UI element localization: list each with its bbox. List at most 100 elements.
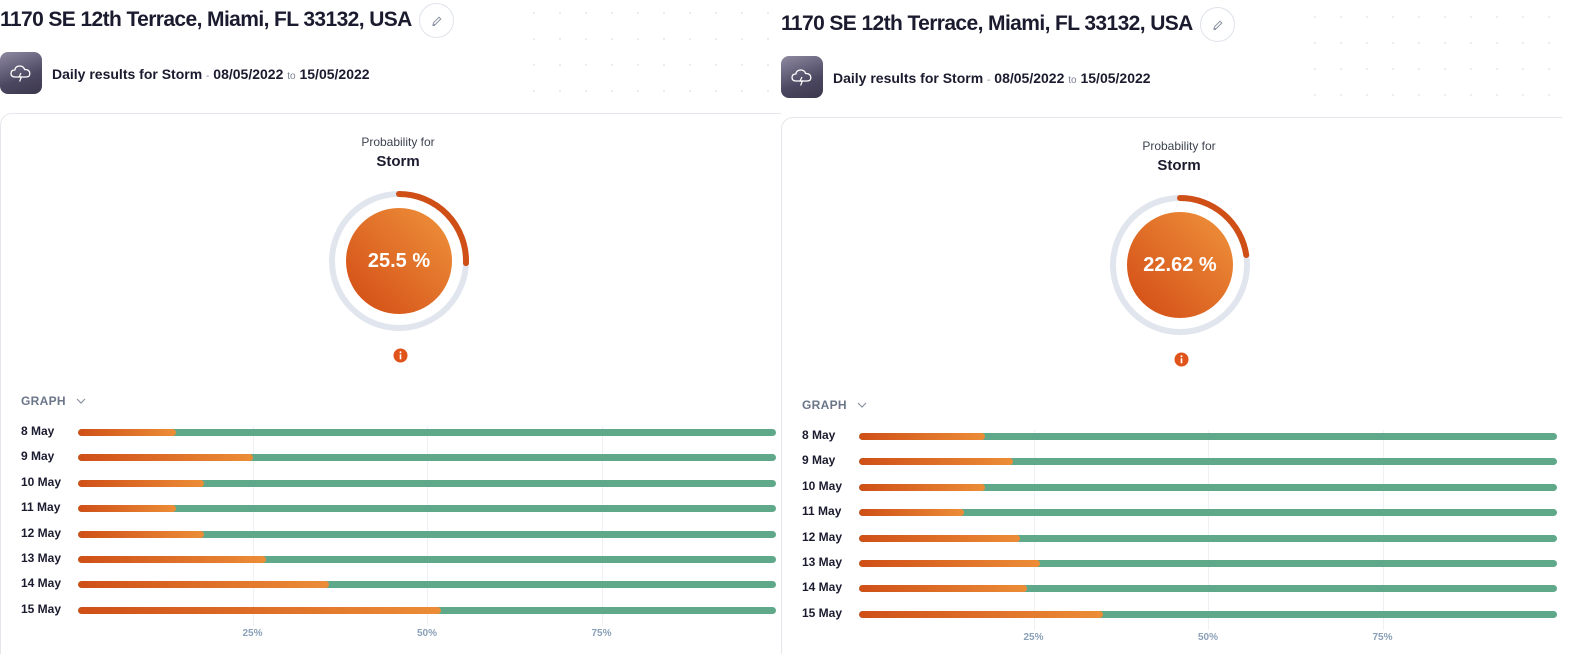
gauge-core	[346, 208, 452, 314]
results-subtitle: Daily results for Storm - 08/05/2022 to …	[52, 66, 370, 82]
bar-track	[78, 505, 776, 513]
bar-probability-fill	[78, 429, 176, 436]
probability-label: Probability for	[361, 135, 435, 149]
day-label: 11 May	[802, 504, 842, 519]
subtitle-prefix: Daily results for Storm	[52, 66, 203, 82]
day-label: 9 May	[802, 453, 836, 468]
pencil-icon	[431, 15, 442, 26]
subtitle-to-word: to	[1068, 75, 1077, 86]
gauge-core	[1127, 212, 1233, 318]
background-dot-pattern	[521, 0, 781, 110]
bar-track	[859, 433, 1557, 440]
bar-probability-fill	[78, 530, 204, 538]
results-subtitle: Daily results for Storm - 08/05/2022 to …	[833, 70, 1151, 86]
daily-bar-chart: 25% 50% 75% 8 May 9 May 10 May 11 May 12 May 13 …	[781, 428, 1562, 654]
day-label: 8 May	[802, 428, 836, 442]
gridline	[1208, 430, 1209, 630]
day-label: 13 May	[802, 555, 843, 569]
date-to: 15/05/2022	[1080, 70, 1151, 86]
bar-track	[859, 560, 1557, 567]
daily-bar-chart: 25% 50% 75% 8 May 9 May 10 May 11 May 12 May 13 …	[0, 424, 781, 654]
date-from: 08/05/2022	[994, 70, 1065, 86]
bar-probability-fill	[859, 433, 985, 440]
gridline	[601, 426, 603, 626]
gridline	[1033, 430, 1035, 630]
bar-probability-fill	[78, 556, 267, 563]
bar-probability-fill	[859, 585, 1027, 593]
x-tick-label: 25%	[1023, 632, 1044, 643]
bar-probability-fill	[859, 483, 985, 491]
x-tick-label: 50%	[1197, 632, 1219, 643]
graph-label: GRAPH	[21, 394, 66, 408]
subtitle-to-word: to	[287, 71, 296, 82]
day-label: 14 May	[21, 576, 62, 591]
address-title: 1170 SE 12th Terrace, Miami, FL 33132, U…	[781, 12, 1193, 35]
gridline	[252, 426, 254, 626]
bar-track	[78, 429, 776, 436]
bar-track	[78, 581, 776, 589]
bar-probability-fill	[78, 505, 176, 513]
probability-value: 22.62 %	[1143, 253, 1217, 276]
probability-label: Probability for	[1142, 139, 1216, 153]
graph-toggle[interactable]: GRAPH	[21, 394, 86, 408]
day-label: 13 May	[21, 551, 62, 565]
bar-probability-fill	[78, 581, 330, 589]
forecast-panel: 1170 SE 12th Terrace, Miami, FL 33132, U…	[0, 0, 781, 654]
graph-label: GRAPH	[802, 398, 847, 412]
day-label: 11 May	[21, 500, 61, 515]
day-label: 10 May	[21, 474, 62, 489]
probability-value: 25.5 %	[367, 249, 431, 272]
probability-gauge	[329, 191, 469, 331]
background-dot-pattern	[1302, 4, 1562, 114]
address-title: 1170 SE 12th Terrace, Miami, FL 33132, U…	[0, 8, 412, 31]
chevron-down-icon	[76, 398, 86, 404]
bar-probability-fill	[78, 454, 253, 462]
x-tick-label: 50%	[416, 628, 438, 639]
bar-track	[859, 483, 1557, 491]
storm-cloud-icon	[781, 56, 823, 98]
day-label: 8 May	[21, 424, 55, 438]
x-tick-label: 75%	[1372, 632, 1393, 643]
day-label: 10 May	[802, 478, 843, 493]
bar-probability-fill	[859, 534, 1020, 542]
pencil-icon	[1212, 19, 1223, 30]
edit-address-button[interactable]	[419, 3, 454, 38]
bar-probability-fill	[859, 509, 964, 517]
info-icon[interactable]	[393, 348, 408, 363]
day-label: 12 May	[802, 529, 843, 544]
bar-probability-fill	[78, 479, 204, 487]
bar-track	[859, 610, 1557, 618]
date-from: 08/05/2022	[213, 66, 284, 82]
gridline	[1382, 430, 1384, 630]
graph-toggle[interactable]: GRAPH	[802, 398, 867, 412]
bar-track	[78, 556, 776, 563]
bar-track	[78, 479, 776, 487]
gauge-progress-arc	[1177, 195, 1250, 259]
bar-probability-fill	[859, 610, 1104, 618]
date-to: 15/05/2022	[299, 66, 370, 82]
info-icon[interactable]	[1174, 352, 1189, 367]
edit-address-button[interactable]	[1200, 7, 1235, 42]
gauge-progress-arc	[396, 191, 469, 267]
x-tick-label: 25%	[242, 628, 263, 639]
day-label: 9 May	[21, 449, 55, 464]
x-tick-label: 75%	[591, 628, 612, 639]
bar-probability-fill	[859, 458, 1013, 466]
subtitle-separator: -	[987, 75, 991, 86]
bar-track	[78, 530, 776, 538]
bar-track	[78, 454, 776, 462]
day-label: 15 May	[21, 601, 62, 616]
bar-track	[859, 458, 1557, 466]
gridline	[427, 426, 428, 626]
bar-probability-fill	[78, 606, 441, 614]
bar-track	[859, 509, 1557, 517]
subtitle-separator: -	[206, 71, 210, 82]
results-card	[0, 113, 781, 654]
subtitle-prefix: Daily results for Storm	[833, 70, 984, 86]
probability-hazard-name: Storm	[376, 153, 420, 170]
day-label: 14 May	[802, 580, 843, 595]
bar-track	[78, 606, 776, 614]
day-label: 15 May	[802, 605, 843, 620]
probability-hazard-name: Storm	[1157, 157, 1201, 174]
forecast-panel: 1170 SE 12th Terrace, Miami, FL 33132, U…	[781, 4, 1562, 654]
